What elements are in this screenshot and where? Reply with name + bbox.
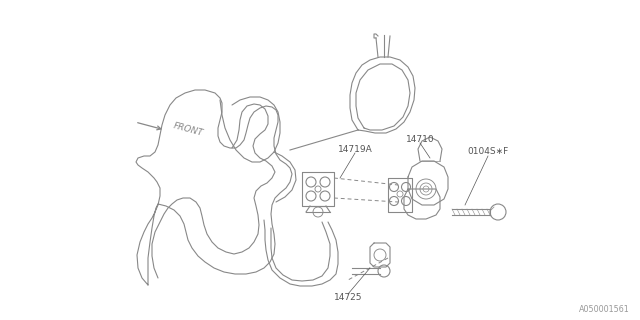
- Text: A050001561: A050001561: [579, 305, 630, 314]
- Text: 14710: 14710: [406, 135, 435, 145]
- Text: FRONT: FRONT: [172, 122, 204, 138]
- Text: 14719A: 14719A: [338, 146, 372, 155]
- Text: 14725: 14725: [333, 293, 362, 302]
- Text: 0104S∗F: 0104S∗F: [467, 148, 509, 156]
